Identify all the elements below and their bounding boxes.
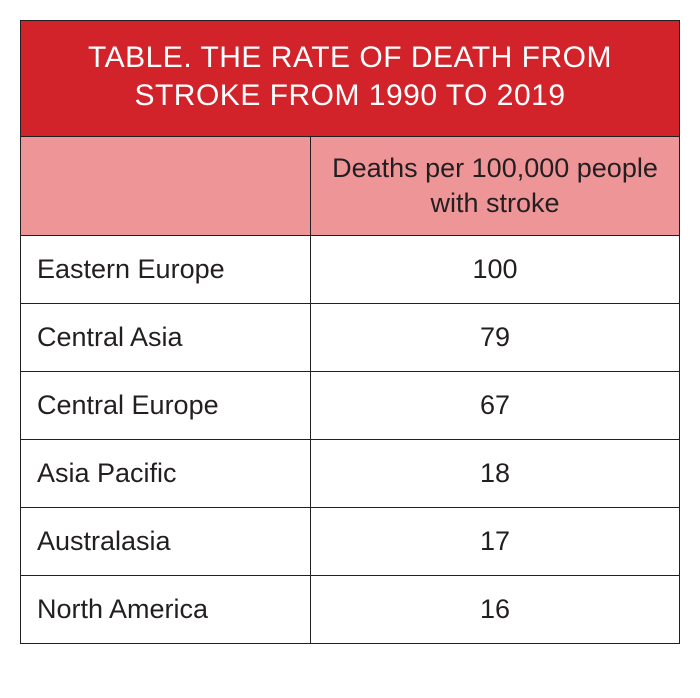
region-cell: North America xyxy=(21,576,311,644)
table-title: TABLE. THE RATE OF DEATH FROM STROKE FRO… xyxy=(21,21,680,137)
table-row: Central Europe 67 xyxy=(21,372,680,440)
stroke-death-rate-table: TABLE. THE RATE OF DEATH FROM STROKE FRO… xyxy=(20,20,680,644)
table-row: North America 16 xyxy=(21,576,680,644)
value-cell: 18 xyxy=(310,440,679,508)
table-row: Australasia 17 xyxy=(21,508,680,576)
region-cell: Eastern Europe xyxy=(21,236,311,304)
region-cell: Central Asia xyxy=(21,304,311,372)
table-col-header-region xyxy=(21,137,311,236)
table-row: Asia Pacific 18 xyxy=(21,440,680,508)
region-cell: Asia Pacific xyxy=(21,440,311,508)
value-cell: 17 xyxy=(310,508,679,576)
value-cell: 79 xyxy=(310,304,679,372)
table-body: Eastern Europe 100 Central Asia 79 Centr… xyxy=(21,236,680,644)
region-cell: Central Europe xyxy=(21,372,311,440)
table-col-header-deaths: Deaths per 100,000 people with stroke xyxy=(310,137,679,236)
table-row: Central Asia 79 xyxy=(21,304,680,372)
value-cell: 16 xyxy=(310,576,679,644)
value-cell: 67 xyxy=(310,372,679,440)
region-cell: Australasia xyxy=(21,508,311,576)
table-row: Eastern Europe 100 xyxy=(21,236,680,304)
value-cell: 100 xyxy=(310,236,679,304)
